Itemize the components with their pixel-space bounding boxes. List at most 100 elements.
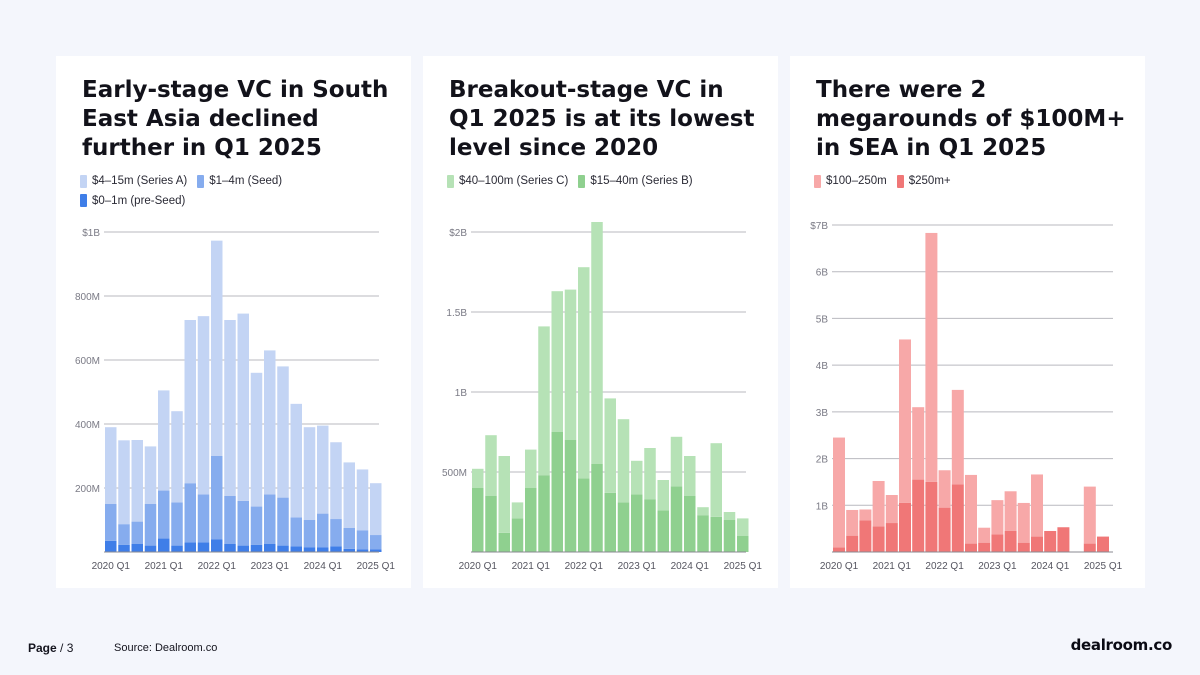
bar-segment xyxy=(578,478,590,552)
bar-segment xyxy=(670,486,683,552)
legend-swatch xyxy=(578,174,586,188)
bar-segment xyxy=(264,350,276,495)
bar-segment xyxy=(925,481,938,552)
legend-item: $40–100m (Series C) xyxy=(447,173,568,189)
bar-segment xyxy=(211,539,223,552)
bar-segment xyxy=(237,545,249,552)
bar-segment xyxy=(657,480,669,511)
bar-segment xyxy=(885,495,898,524)
y-tick-label: 3B xyxy=(816,408,829,419)
page-indicator: Page / 3 xyxy=(28,641,73,655)
bar-segment xyxy=(551,291,563,432)
bar-segment xyxy=(1097,536,1109,552)
bar-segment xyxy=(158,390,170,491)
bar-segment xyxy=(859,509,872,521)
legend-item: $100–250m xyxy=(814,173,887,189)
bar-segment xyxy=(171,502,183,546)
bar-segment xyxy=(118,544,130,552)
y-tick-label: 6B xyxy=(816,268,829,279)
bar-segment xyxy=(158,538,170,552)
bar-segment xyxy=(498,532,510,552)
legend-swatch xyxy=(447,174,454,188)
bar-segment xyxy=(498,456,510,533)
bar-segment xyxy=(370,535,382,550)
x-tick-label: 2021 Q1 xyxy=(873,561,912,572)
bar-segment xyxy=(697,507,709,516)
x-tick-label: 2020 Q1 xyxy=(820,561,859,572)
x-tick-label: 2025 Q1 xyxy=(724,561,763,572)
y-tick-label: $7B xyxy=(810,222,828,232)
bar-segment xyxy=(277,545,289,552)
bar-segment xyxy=(872,526,885,552)
page-label: Page xyxy=(28,641,57,655)
bar-segment xyxy=(925,232,938,482)
bar-segment xyxy=(723,512,736,520)
legend-label: $1–4m (Seed) xyxy=(209,175,283,187)
chart-legend: $40–100m (Series C) $15–40m (Series B) xyxy=(447,173,767,193)
bar-segment xyxy=(965,543,977,552)
y-tick-label: $1B xyxy=(82,228,100,239)
bar-segment xyxy=(370,483,382,536)
legend-item: $0–1m (pre-Seed) xyxy=(80,193,185,209)
bar-segment xyxy=(978,527,991,543)
bar-segment xyxy=(684,496,696,552)
x-tick-label: 2020 Q1 xyxy=(92,561,131,572)
bar-segment xyxy=(644,448,656,500)
y-tick-label: 200M xyxy=(75,484,100,495)
chart-legend: $100–250m $250m+ xyxy=(814,173,1134,193)
y-tick-label: 400M xyxy=(75,420,100,431)
x-tick-label: 2023 Q1 xyxy=(978,561,1017,572)
bar-segment xyxy=(899,339,911,503)
bar-segment xyxy=(211,240,223,456)
bar-segment xyxy=(912,407,925,480)
legend-swatch xyxy=(814,174,821,188)
bar-segment xyxy=(131,440,143,522)
y-tick-label: 4B xyxy=(816,361,829,372)
bar-segment xyxy=(224,320,236,496)
bar-segment xyxy=(1057,527,1070,552)
bar-segment xyxy=(211,456,223,540)
legend-swatch xyxy=(197,174,205,188)
bar-segment xyxy=(131,521,143,544)
bar-segment xyxy=(343,462,355,528)
bar-segment xyxy=(303,547,316,552)
bar-segment xyxy=(951,484,964,552)
bar-segment xyxy=(343,528,355,549)
bar-segment xyxy=(604,398,616,493)
bar-segment xyxy=(1044,530,1057,552)
bar-segment xyxy=(846,535,859,552)
chart-title: There were 2 megarounds of $100M+ in SEA… xyxy=(816,77,1126,161)
x-tick-label: 2023 Q1 xyxy=(251,561,290,572)
bar-segment xyxy=(538,475,550,552)
bar-segment xyxy=(670,436,683,487)
bar-segment xyxy=(330,546,342,552)
bar-segment xyxy=(1083,486,1096,544)
bar-segment xyxy=(118,440,130,525)
legend-item: $1–4m (Seed) xyxy=(197,173,282,189)
bar-segment xyxy=(144,545,157,552)
chart-card-early-stage: Early-stage VC in South East Asia declin… xyxy=(56,56,411,588)
legend-item: $15–40m (Series B) xyxy=(578,173,693,189)
chart-card-breakout-stage: Breakout-stage VC in Q1 2025 is at its l… xyxy=(423,56,778,588)
bar-segment xyxy=(631,460,643,495)
bar-segment xyxy=(1004,491,1017,531)
bar-segment xyxy=(564,289,577,440)
bar-segment xyxy=(290,517,302,547)
bar-segment xyxy=(912,479,925,552)
y-tick-label: 1.5B xyxy=(446,308,467,319)
x-tick-label: 2022 Q1 xyxy=(925,561,964,572)
y-tick-label: 5B xyxy=(816,314,829,325)
bar-segment xyxy=(1083,543,1096,552)
legend-row: $0–1m (pre-Seed) xyxy=(80,193,400,213)
bar-segment xyxy=(131,544,143,552)
legend-label: $100–250m xyxy=(826,175,887,187)
bar-segment xyxy=(951,389,964,485)
bar-segment xyxy=(184,483,196,543)
chart-legend: $4–15m (Series A) $1–4m (Seed) $0–1m (pre-… xyxy=(80,173,400,212)
x-tick-label: 2024 Q1 xyxy=(671,561,710,572)
y-tick-label: 1B xyxy=(816,501,829,512)
bar-segment xyxy=(197,494,210,543)
legend-label: $15–40m (Series B) xyxy=(590,175,693,187)
bar-segment xyxy=(833,437,845,548)
bar-segment xyxy=(303,520,316,548)
